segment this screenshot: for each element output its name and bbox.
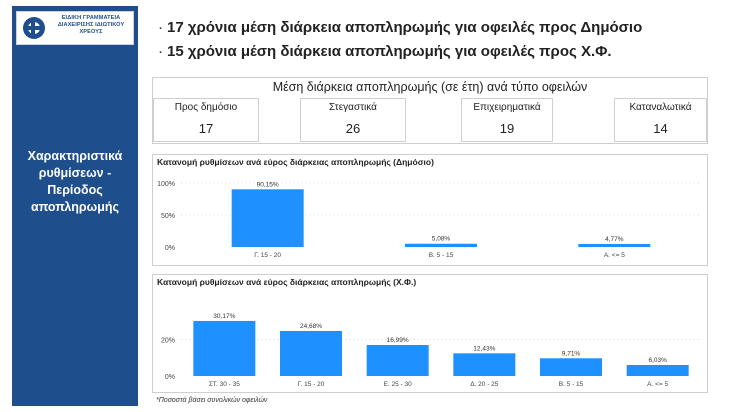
kpi-label: Στεγαστικά [329, 102, 377, 113]
x-tick-label: Β. 5 - 15 [429, 252, 454, 259]
x-tick-label: Β. 5 - 15 [559, 381, 584, 388]
x-tick-label: Α. <= 5 [647, 381, 668, 388]
kpi-card-consumer: Καταναλωτικά 14 [614, 98, 707, 142]
data-label: 24,68% [300, 323, 322, 330]
bar [540, 358, 602, 376]
data-label: 5,08% [432, 236, 451, 243]
key-points: · 17 χρόνια μέση διάρκεια αποπληρωμής για… [158, 16, 642, 64]
sidebar: ΕΙΔΙΚΗ ΓΡΑΜΜΑΤΕΙΑ ΔΙΑΧΕΙΡΙΣΗΣ ΙΔΙΩΤΙΚΟΥ … [12, 6, 138, 406]
section-title: Χαρακτηριστικά ρυθμίσεων - Περίοδος αποπ… [27, 149, 123, 214]
y-tick-label: 20% [161, 338, 175, 345]
chart-title: Κατανομή ρυθμίσεων ανά εύρος διάρκειας α… [157, 157, 434, 167]
y-tick-label: 100% [157, 181, 175, 188]
kpi-panel: Μέση διάρκεια αποπληρωμής (σε έτη) ανά τ… [152, 77, 708, 144]
bar [453, 353, 516, 376]
data-label: 6,03% [648, 357, 667, 364]
x-tick-label: Γ. 15 - 20 [298, 381, 325, 388]
x-tick-label: Ε. 25 - 30 [384, 381, 413, 388]
bar [626, 364, 689, 376]
y-tick-label: 50% [161, 213, 175, 220]
chart-title: Κατανομή ρυθμίσεων ανά εύρος διάρκειας α… [157, 277, 417, 287]
bar [578, 243, 651, 247]
bullet-item: · 15 χρόνια μέση διάρκεια αποπληρωμής για… [158, 40, 642, 64]
bullet-text: 15 χρόνια μέση διάρκεια αποπληρωμής για … [167, 43, 612, 60]
kpi-label: Καταναλωτικά [629, 102, 692, 113]
kpi-label: Επιχειρηματικά [473, 102, 541, 113]
x-tick-label: Α. <= 5 [604, 252, 625, 259]
data-label: 16,99% [387, 337, 409, 344]
logo-text: ΕΙΔΙΚΗ ΓΡΑΜΜΑΤΕΙΑ ΔΙΑΧΕΙΡΙΣΗΣ ΙΔΙΩΤΙΚΟΥ … [57, 15, 125, 35]
footnote: *Ποσοστά βάσει συνολικών οφειλών [156, 397, 268, 404]
kpi-card-mortgage: Στεγαστικά 26 [300, 98, 406, 142]
bar [366, 344, 429, 376]
chart-svg: 20% 0% 30,17% ΣΤ. 30 - 35 24,68% Γ. 15 - 20 16… [161, 313, 701, 388]
kpi-card-public: Προς δημόσιο 17 [153, 98, 259, 142]
bullet-item: · 17 χρόνια μέση διάρκεια αποπληρωμής για… [158, 16, 642, 40]
kpi-value: 26 [345, 121, 361, 136]
chart-svg: 100% 50% 0% 90,15% Γ. 15 - 20 5,08% Β. 5 - 15 4… [157, 181, 701, 259]
bar [280, 330, 342, 376]
chart-private: Κατανομή ρυθμίσεων ανά εύρος διάρκειας α… [152, 274, 708, 393]
y-tick-label: 0% [165, 374, 175, 381]
kpi-value: 19 [499, 121, 515, 136]
bar [231, 189, 304, 247]
bullet-text: 17 χρόνια μέση διάρκεια αποπληρωμής για … [167, 19, 643, 36]
kpi-value: 14 [653, 121, 668, 136]
logo: ΕΙΔΙΚΗ ΓΡΑΜΜΑΤΕΙΑ ΔΙΑΧΕΙΡΙΣΗΣ ΙΔΙΩΤΙΚΟΥ … [16, 11, 134, 45]
data-label: 9,71% [562, 350, 581, 357]
kpi-card-business: Επιχειρηματικά 19 [461, 98, 553, 142]
data-label: 12,43% [473, 345, 495, 352]
data-label: 30,17% [213, 313, 235, 320]
bullet-icon: · [158, 43, 163, 60]
data-label: 90,15% [257, 181, 279, 188]
bar [193, 320, 256, 376]
data-label: 4,77% [605, 236, 624, 243]
bullet-icon: · [158, 19, 163, 36]
x-tick-label: Γ. 15 - 20 [254, 252, 281, 259]
kpi-value: 17 [198, 121, 214, 136]
x-tick-label: ΣΤ. 30 - 35 [209, 381, 241, 388]
chart-public: Κατανομή ρυθμίσεων ανά εύρος διάρκειας α… [152, 154, 708, 266]
bar [405, 243, 477, 247]
kpi-label: Προς δημόσιο [174, 102, 238, 113]
kpi-title: Μέση διάρκεια αποπληρωμής (σε έτη) ανά τ… [272, 80, 588, 94]
x-tick-label: Δ. 20 - 25 [470, 381, 499, 388]
y-tick-label: 0% [165, 245, 175, 252]
